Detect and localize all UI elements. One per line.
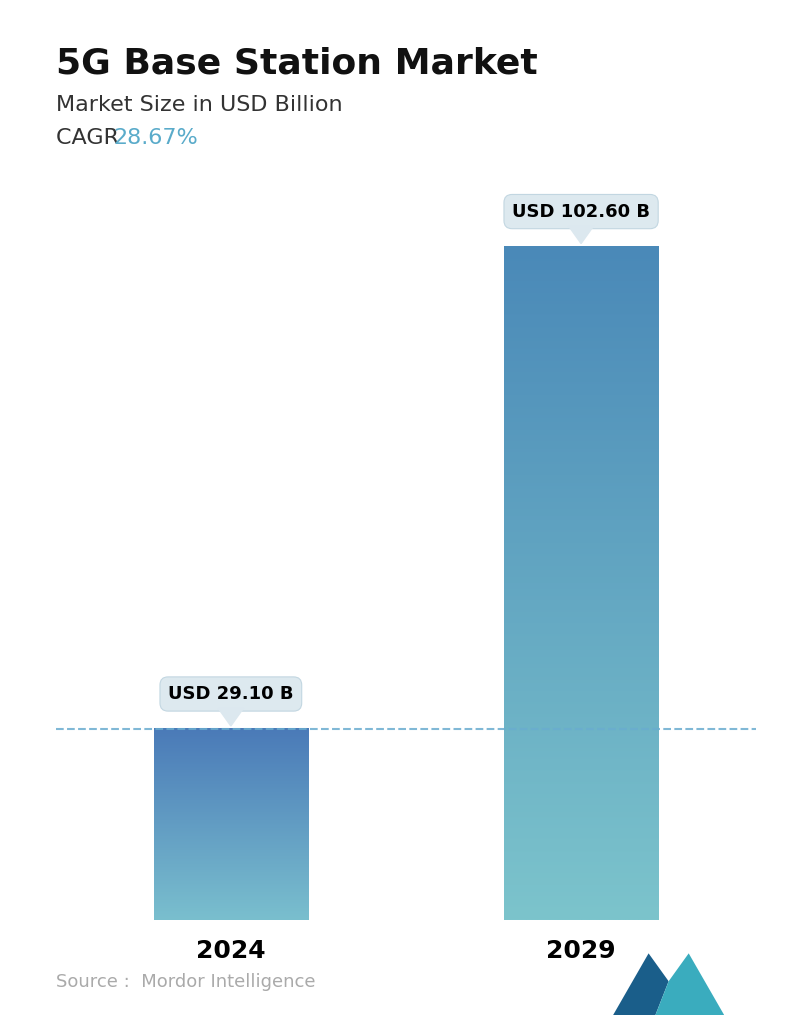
Text: USD 102.60 B: USD 102.60 B bbox=[512, 203, 650, 220]
Polygon shape bbox=[655, 953, 724, 1015]
Polygon shape bbox=[218, 708, 244, 726]
Text: CAGR: CAGR bbox=[56, 128, 126, 148]
Text: Market Size in USD Billion: Market Size in USD Billion bbox=[56, 95, 342, 115]
Text: USD 29.10 B: USD 29.10 B bbox=[168, 685, 294, 703]
Text: 28.67%: 28.67% bbox=[113, 128, 197, 148]
Text: Source :  Mordor Intelligence: Source : Mordor Intelligence bbox=[56, 973, 315, 991]
Polygon shape bbox=[613, 953, 669, 1015]
Polygon shape bbox=[568, 225, 594, 244]
Text: 5G Base Station Market: 5G Base Station Market bbox=[56, 47, 537, 81]
